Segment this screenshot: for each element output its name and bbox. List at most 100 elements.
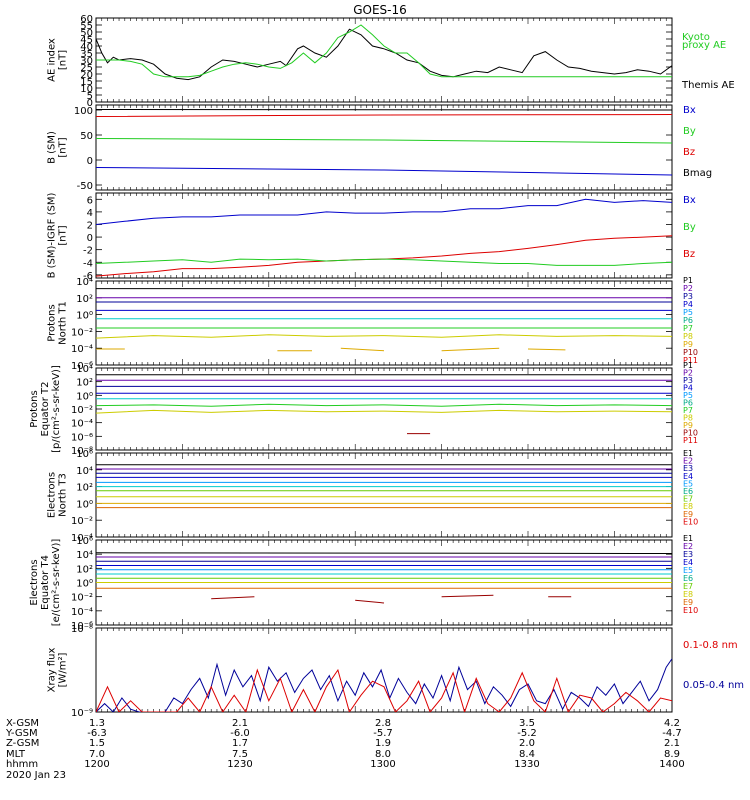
y-tick-label: 10⁰ (76, 391, 93, 402)
x-axis-value: 1330 (514, 759, 539, 770)
legend-entry: P6 (683, 316, 693, 325)
series-line-bz (96, 114, 672, 117)
series-line-0-05-0-4-nm (96, 658, 672, 712)
x-axis-value: 1200 (84, 759, 109, 770)
legend-entry: E3 (683, 464, 693, 473)
y-axis-label: Xray flux (47, 648, 58, 693)
series-line-by (96, 138, 672, 144)
legend-entry: P11 (683, 436, 698, 445)
x-axis-value: 2.1 (232, 718, 248, 729)
series-group (96, 552, 672, 604)
x-axis-value: 7.0 (89, 749, 105, 760)
date-label: 2020 Jan 23 (6, 770, 66, 781)
legend-entry: P7 (683, 406, 693, 415)
series-line-p9d (441, 347, 500, 352)
legend-entry: P9 (683, 421, 693, 430)
legend-entry: Bx (683, 105, 696, 116)
legend-entry: E5 (683, 479, 693, 488)
y-tick-label: 50 (80, 131, 93, 142)
legend-entry: E7 (683, 495, 693, 504)
y-tick-label: 10 (80, 84, 93, 95)
legend-entry: Bz (683, 249, 695, 260)
y-tick-label: 10⁶ (76, 449, 93, 460)
legend-entry: P11 (683, 356, 698, 365)
legend-entry: By (683, 222, 696, 233)
y-tick-label: 10⁻⁴ (71, 607, 93, 618)
y-tick-label: 10⁴ (76, 277, 93, 288)
y-tick-label: 10⁻⁸ (71, 446, 93, 457)
series-line-p9e (527, 348, 566, 351)
y-tick-label: 10⁰ (76, 579, 93, 590)
panel-frame (95, 17, 673, 103)
y-axis-label: North T3 (58, 473, 69, 517)
series-group (96, 288, 672, 352)
legend-entry: E6 (683, 487, 693, 496)
y-tick-label: 10² (76, 483, 93, 494)
legend-entry: P5 (683, 391, 693, 400)
legend-entry: E6 (683, 574, 693, 583)
legend-entry: P2 (683, 369, 693, 378)
y-axis-label: [e/(cm²-s-sr-keV)] (51, 539, 62, 627)
legend-entry: 0.05-0.4 nm (683, 680, 744, 691)
panel-bsm: -50 0 50 100 B (SM) [nT] Bx By Bz Bmag (47, 104, 712, 192)
y-axis-label: [W/m²] (58, 652, 69, 687)
y-tick-label: 6 (87, 195, 93, 206)
y-tick-label: 10⁻⁹ (71, 708, 93, 719)
y-tick-label: 10⁻⁶ (71, 621, 93, 632)
y-tick-label: 0 (87, 156, 93, 167)
x-axis-value: -5.2 (517, 728, 537, 739)
x-axis-row-label: MLT (6, 749, 26, 760)
y-tick-label: 15 (80, 77, 93, 88)
series-line-0-1-0-8-nm (96, 668, 672, 712)
y-tick-label: 0 (87, 98, 93, 109)
series-line-e10c (441, 594, 494, 598)
y-axis-label: [nT] (58, 137, 69, 157)
legend-entry: P1 (683, 276, 693, 285)
x-axis-row-label: X-GSM (6, 718, 39, 729)
y-tick-label: 10² (76, 294, 93, 305)
series-line-bx (96, 167, 672, 176)
x-axis-value: 8.0 (375, 749, 391, 760)
series-line-e1 (96, 552, 672, 554)
x-axis-value: -4.7 (662, 728, 682, 739)
y-axis-label: Equator T2 (40, 382, 51, 437)
series-group (96, 658, 672, 712)
legend-entry: Kyoto (682, 32, 710, 43)
series-line-by (96, 258, 672, 266)
legend-entry: 0.1-0.8 nm (683, 640, 738, 651)
x-axis-value: 1.9 (375, 738, 391, 749)
y-tick-label: 10⁻² (71, 593, 93, 604)
series-line-bx (96, 198, 672, 225)
legend-entry: E4 (683, 558, 693, 567)
y-axis-label: Electrons (47, 472, 58, 518)
x-axis-value: 1.7 (232, 738, 248, 749)
series-group (96, 198, 672, 277)
y-tick-label: 10⁰ (76, 499, 93, 510)
series-line-p7 (96, 334, 672, 339)
legend-entry: P5 (683, 308, 693, 317)
x-axis-row-label: Y-GSM (5, 728, 38, 739)
y-tick-label: 10⁰ (76, 311, 93, 322)
x-axis-row-label: hhmm (6, 759, 38, 770)
y-tick-label: 40 (80, 42, 93, 53)
panel-bigrf: -6 -4-2 0 24 6 B (SM)-IGRF (SM) [nT] Bx By Bz (47, 192, 696, 282)
legend-entry: Bx (683, 195, 696, 206)
y-tick-label: 10⁻⁴ (71, 344, 93, 355)
y-axis-label: B (SM) (47, 131, 58, 164)
x-axis-value: 1400 (659, 759, 684, 770)
x-axis-value: 2.8 (375, 718, 391, 729)
legend-entry: P2 (683, 284, 693, 293)
y-axis-label: [p/(cm²-s-sr-keV)] (51, 365, 62, 453)
legend-entry: P4 (683, 300, 693, 309)
series-line-e10a (211, 596, 255, 600)
x-axis-value: 1230 (227, 759, 252, 770)
y-tick-label: 20 (80, 70, 93, 81)
legend-entry: P6 (683, 399, 693, 408)
y-tick-label: 10⁻⁶ (71, 361, 93, 372)
x-axis-value: -5.7 (373, 728, 393, 739)
y-tick-label: 10² (76, 564, 93, 575)
panel-frame (95, 104, 673, 191)
